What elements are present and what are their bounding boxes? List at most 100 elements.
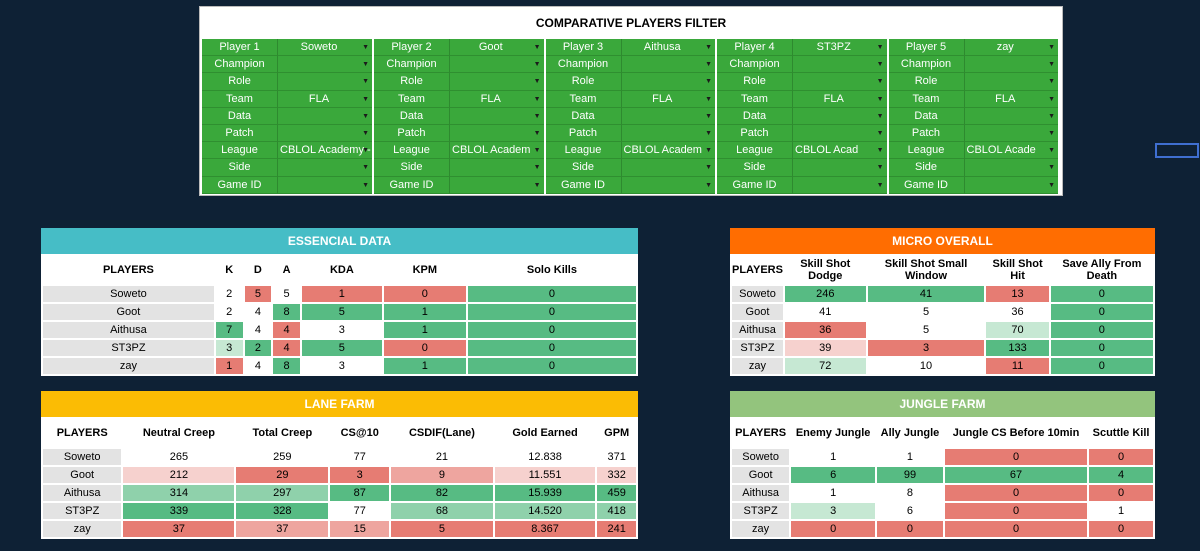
- filter-dropdown[interactable]: ▼: [963, 107, 1058, 125]
- chevron-down-icon[interactable]: ▼: [533, 95, 541, 103]
- filter-dropdown[interactable]: zay ▼: [963, 39, 1058, 57]
- chevron-down-icon[interactable]: ▼: [876, 78, 884, 86]
- filter-dropdown[interactable]: ▼: [449, 56, 544, 74]
- chevron-down-icon[interactable]: ▼: [533, 112, 541, 120]
- chevron-down-icon[interactable]: ▼: [876, 112, 884, 120]
- chevron-down-icon[interactable]: ▼: [876, 95, 884, 103]
- filter-dropdown[interactable]: FLA ▼: [620, 90, 715, 108]
- chevron-down-icon[interactable]: ▼: [1048, 44, 1055, 51]
- chevron-down-icon[interactable]: ▼: [1048, 147, 1055, 155]
- chevron-down-icon[interactable]: ▼: [876, 61, 884, 69]
- filter-dropdown[interactable]: ▼: [792, 124, 887, 143]
- chevron-down-icon[interactable]: ▼: [533, 78, 541, 86]
- filter-dropdown[interactable]: ▼: [277, 73, 372, 91]
- chevron-down-icon[interactable]: ▼: [876, 181, 884, 189]
- filter-dropdown[interactable]: ▼: [792, 176, 887, 194]
- filter-dropdown[interactable]: ▼: [620, 73, 715, 91]
- chevron-down-icon[interactable]: ▼: [362, 147, 369, 155]
- chevron-down-icon[interactable]: ▼: [362, 44, 369, 51]
- filter-dropdown[interactable]: CBLOL Acad ▼: [792, 142, 887, 160]
- filter-dropdown[interactable]: ▼: [963, 159, 1058, 177]
- filter-dropdown[interactable]: ▼: [963, 56, 1058, 74]
- chevron-down-icon[interactable]: ▼: [533, 44, 541, 51]
- stat-cell: 29: [236, 467, 329, 483]
- column-header: Save Ally From Death: [1050, 256, 1153, 284]
- filter-dropdown[interactable]: ▼: [449, 159, 544, 177]
- chevron-down-icon[interactable]: ▼: [1048, 164, 1055, 172]
- filter-dropdown[interactable]: ▼: [277, 176, 372, 194]
- filter-dropdown[interactable]: CBLOL Academ ▼: [449, 142, 544, 160]
- chevron-down-icon[interactable]: ▼: [705, 129, 712, 137]
- chevron-down-icon[interactable]: ▼: [533, 147, 541, 155]
- chevron-down-icon[interactable]: ▼: [705, 78, 712, 86]
- chevron-down-icon[interactable]: ▼: [876, 147, 884, 155]
- filter-dropdown[interactable]: ▼: [792, 159, 887, 177]
- chevron-down-icon[interactable]: ▼: [1048, 78, 1055, 86]
- filter-dropdown[interactable]: Aithusa ▼: [620, 39, 715, 57]
- chevron-down-icon[interactable]: ▼: [362, 164, 369, 172]
- chevron-down-icon[interactable]: ▼: [362, 129, 369, 137]
- chevron-down-icon[interactable]: ▼: [362, 95, 369, 103]
- filter-dropdown[interactable]: ▼: [449, 73, 544, 91]
- chevron-down-icon[interactable]: ▼: [705, 164, 712, 172]
- column-header: Total Creep: [236, 419, 329, 447]
- filter-dropdown[interactable]: ▼: [449, 176, 544, 194]
- filter-row: Team FLA ▼: [717, 90, 887, 108]
- chevron-down-icon[interactable]: ▼: [362, 61, 369, 69]
- filter-dropdown[interactable]: CBLOL Academy - ▼: [277, 142, 372, 160]
- filter-dropdown[interactable]: ▼: [963, 124, 1058, 143]
- filter-dropdown[interactable]: ▼: [620, 107, 715, 125]
- filter-dropdown[interactable]: FLA ▼: [963, 90, 1058, 108]
- chevron-down-icon[interactable]: ▼: [705, 95, 712, 103]
- player-name-cell: Soweto: [732, 286, 783, 302]
- chevron-down-icon[interactable]: ▼: [1048, 112, 1055, 120]
- filter-dropdown[interactable]: ▼: [277, 159, 372, 177]
- chevron-down-icon[interactable]: ▼: [533, 129, 541, 137]
- stat-cell: 10: [867, 358, 985, 374]
- filter-dropdown[interactable]: ▼: [792, 73, 887, 91]
- filter-dropdown[interactable]: FLA ▼: [277, 90, 372, 108]
- filter-dropdown[interactable]: ▼: [963, 176, 1058, 194]
- filter-dropdown[interactable]: ▼: [620, 56, 715, 74]
- chevron-down-icon[interactable]: ▼: [1048, 61, 1055, 69]
- filter-dropdown[interactable]: ▼: [620, 124, 715, 143]
- chevron-down-icon[interactable]: ▼: [1048, 95, 1055, 103]
- stat-cell: 3: [215, 340, 243, 356]
- filter-dropdown[interactable]: ▼: [620, 159, 715, 177]
- chevron-down-icon[interactable]: ▼: [1048, 181, 1055, 189]
- chevron-down-icon[interactable]: ▼: [362, 112, 369, 120]
- filter-row: Patch ▼: [717, 124, 887, 143]
- filter-dropdown[interactable]: CBLOL Acade ▼: [963, 142, 1058, 160]
- filter-dropdown[interactable]: ▼: [449, 107, 544, 125]
- filter-dropdown[interactable]: ▼: [792, 56, 887, 74]
- chevron-down-icon[interactable]: ▼: [705, 44, 712, 51]
- chevron-down-icon[interactable]: ▼: [876, 44, 884, 51]
- chevron-down-icon[interactable]: ▼: [362, 181, 369, 189]
- filter-dropdown[interactable]: Goot ▼: [449, 39, 544, 57]
- filter-dropdown[interactable]: ▼: [277, 56, 372, 74]
- chevron-down-icon[interactable]: ▼: [705, 112, 712, 120]
- chevron-down-icon[interactable]: ▼: [533, 164, 541, 172]
- filter-dropdown[interactable]: Soweto ▼: [277, 39, 372, 57]
- chevron-down-icon[interactable]: ▼: [1048, 129, 1055, 137]
- filter-dropdown[interactable]: ▼: [277, 107, 372, 125]
- chevron-down-icon[interactable]: ▼: [876, 129, 884, 137]
- filter-dropdown[interactable]: ▼: [792, 107, 887, 125]
- filter-dropdown[interactable]: CBLOL Academ ▼: [620, 142, 715, 160]
- filter-dropdown[interactable]: ▼: [277, 124, 372, 143]
- chevron-down-icon[interactable]: ▼: [705, 181, 712, 189]
- filter-dropdown[interactable]: ▼: [620, 176, 715, 194]
- chevron-down-icon[interactable]: ▼: [705, 61, 712, 69]
- filter-dropdown[interactable]: ▼: [449, 124, 544, 143]
- filter-dropdown[interactable]: FLA ▼: [449, 90, 544, 108]
- chevron-down-icon[interactable]: ▼: [876, 164, 884, 172]
- filter-dropdown[interactable]: FLA ▼: [792, 90, 887, 108]
- chevron-down-icon[interactable]: ▼: [533, 61, 541, 69]
- chevron-down-icon[interactable]: ▼: [362, 78, 369, 86]
- filter-dropdown[interactable]: ST3PZ ▼: [792, 39, 887, 57]
- stat-cell: 68: [391, 503, 493, 519]
- chevron-down-icon[interactable]: ▼: [705, 147, 712, 155]
- player-name-cell: Aithusa: [732, 485, 790, 501]
- filter-dropdown[interactable]: ▼: [963, 73, 1058, 91]
- chevron-down-icon[interactable]: ▼: [533, 181, 541, 189]
